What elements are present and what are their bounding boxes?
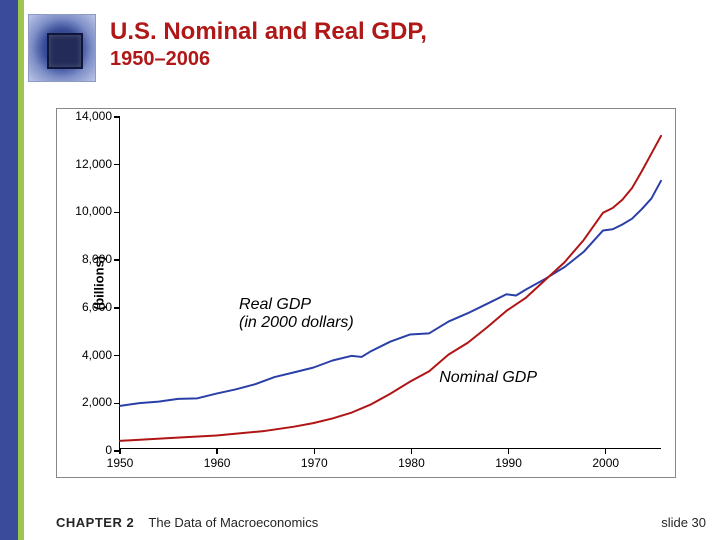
title-sub: 1950–2006: [110, 48, 700, 71]
x-tick-label: 2000: [586, 456, 626, 470]
x-tick-label: 1970: [294, 456, 334, 470]
chart-svg: [120, 117, 661, 448]
title-block: U.S. Nominal and Real GDP, 1950–2006: [110, 18, 700, 71]
y-tick-label: 10,000: [64, 204, 112, 218]
footer-right: slide 30: [661, 515, 706, 530]
y-tick-label: 4,000: [64, 348, 112, 362]
footer-left: CHAPTER 2 The Data of Macroeconomics: [56, 515, 318, 530]
y-tick-label: 0: [64, 443, 112, 457]
y-tick: [114, 259, 120, 261]
y-tick-label: 8,000: [64, 252, 112, 266]
y-tick-label: 12,000: [64, 157, 112, 171]
side-rail: [0, 0, 18, 540]
chart-container: (billions) Real GDP (in 2000 dollars) No…: [56, 108, 676, 478]
x-tick-label: 1950: [100, 456, 140, 470]
x-tick-label: 1990: [489, 456, 529, 470]
x-tick: [508, 448, 510, 454]
title-main: U.S. Nominal and Real GDP,: [110, 18, 700, 46]
x-tick: [605, 448, 607, 454]
x-tick: [314, 448, 316, 454]
x-tick: [119, 448, 121, 454]
slide-number: slide 30: [661, 515, 706, 530]
y-tick: [114, 116, 120, 118]
y-tick: [114, 307, 120, 309]
y-tick-label: 6,000: [64, 300, 112, 314]
y-tick: [114, 355, 120, 357]
y-tick-label: 14,000: [64, 109, 112, 123]
annotation-real-line1: Real GDP: [239, 296, 311, 313]
chapter-label: CHAPTER 2: [56, 515, 134, 530]
y-tick: [114, 212, 120, 214]
y-tick: [114, 403, 120, 405]
y-tick-label: 2,000: [64, 395, 112, 409]
series-line: [120, 136, 661, 441]
x-tick: [216, 448, 218, 454]
y-tick: [114, 164, 120, 166]
slide-pictogram-icon: [28, 14, 96, 82]
side-rail-accent: [18, 0, 24, 540]
series-line: [120, 181, 661, 406]
chapter-title: The Data of Macroeconomics: [148, 515, 318, 530]
x-tick-label: 1980: [391, 456, 431, 470]
annotation-nominal-gdp: Nominal GDP: [439, 369, 537, 387]
x-tick: [411, 448, 413, 454]
slide-root: U.S. Nominal and Real GDP, 1950–2006 (bi…: [0, 0, 720, 540]
annotation-real-gdp: Real GDP (in 2000 dollars): [239, 296, 354, 333]
x-tick-label: 1960: [197, 456, 237, 470]
plot-area: (billions) Real GDP (in 2000 dollars) No…: [119, 117, 661, 449]
annotation-real-line2: (in 2000 dollars): [239, 314, 354, 331]
annotation-nominal-text: Nominal GDP: [439, 369, 537, 386]
